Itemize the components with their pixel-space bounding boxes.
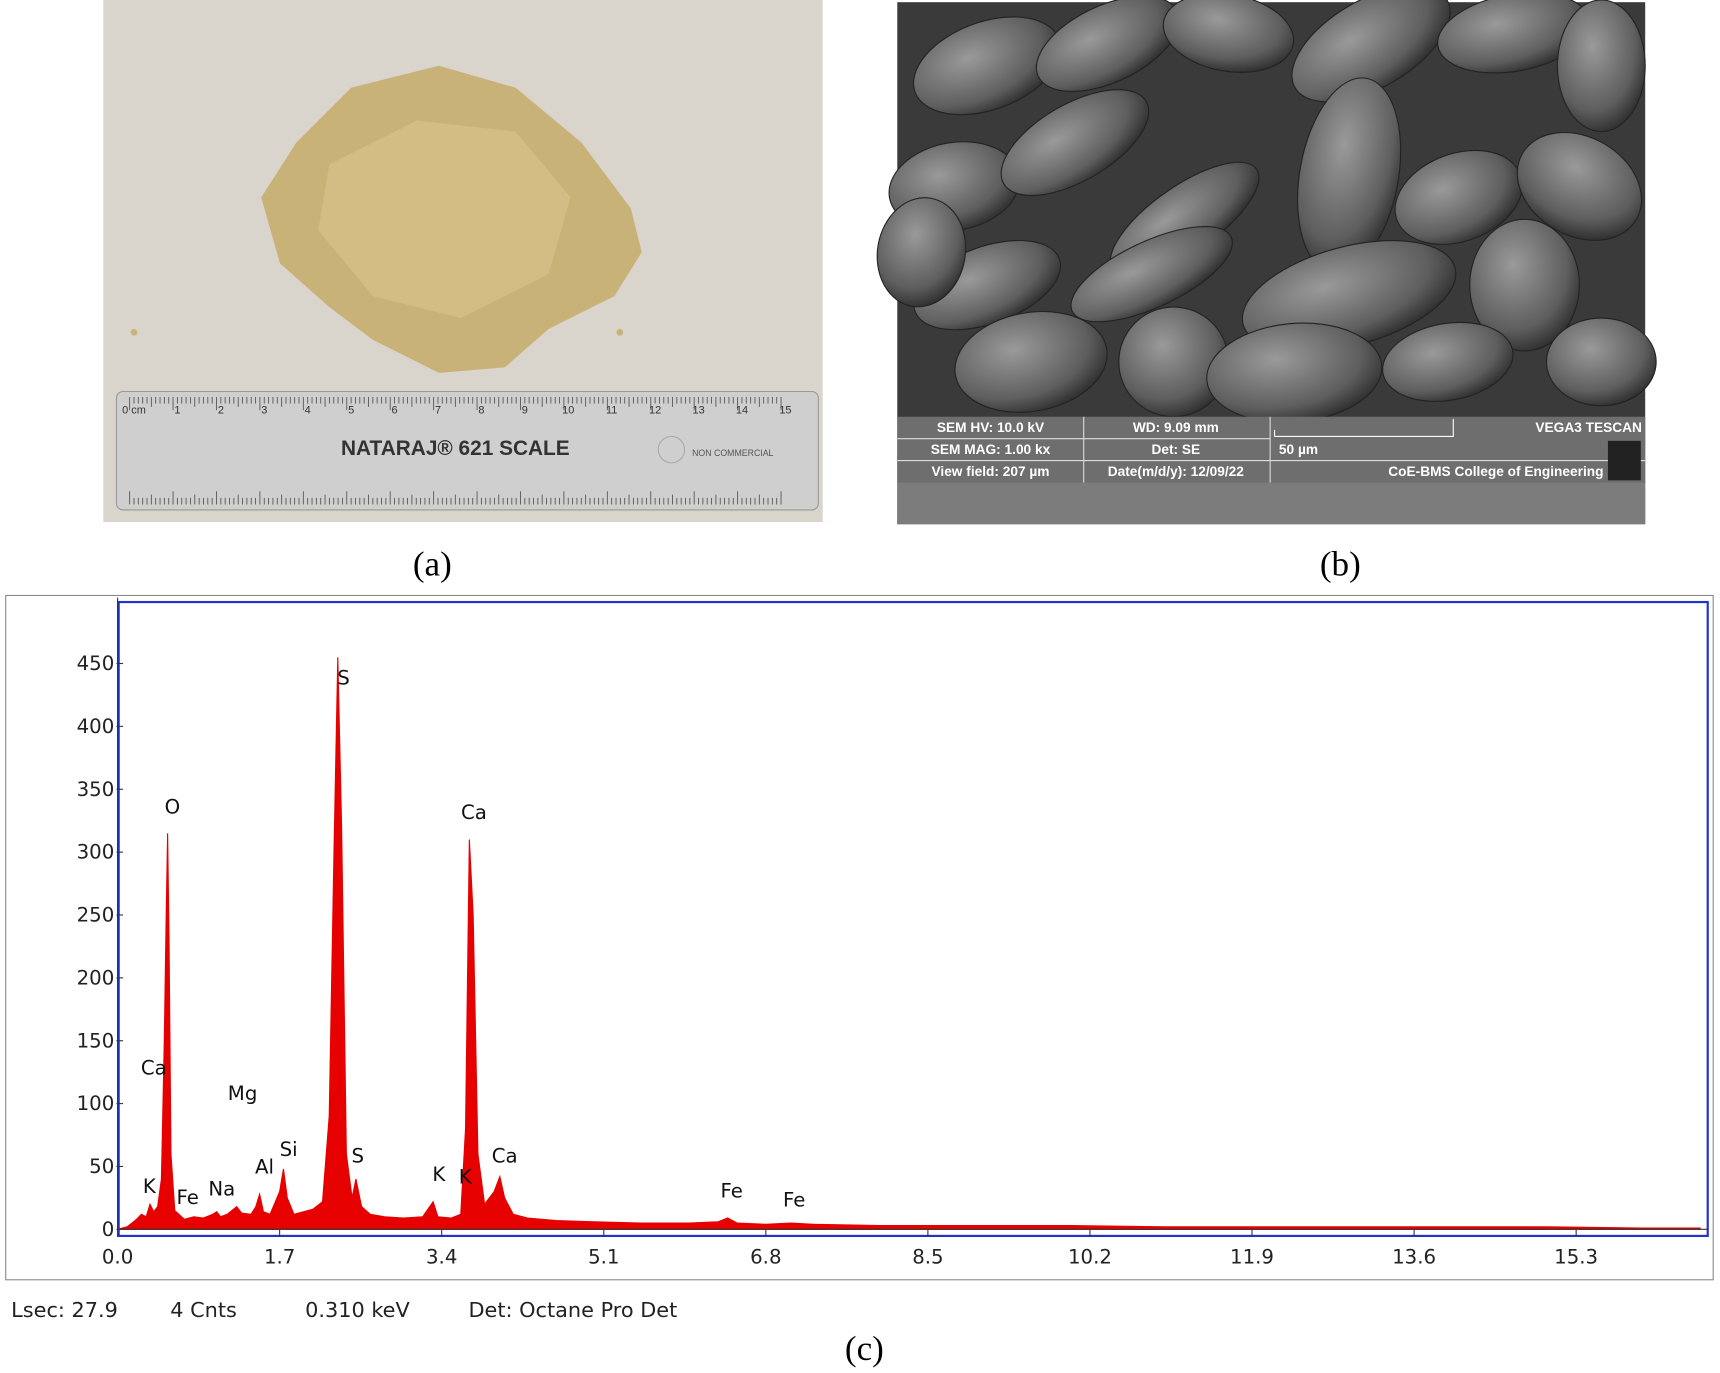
- ruler-label: 9: [522, 404, 528, 416]
- ruler-label: 10: [562, 404, 574, 416]
- x-tick-label: 10.2: [1068, 1245, 1112, 1268]
- ruler-label: 12: [649, 404, 661, 416]
- y-tick-label: 0: [102, 1218, 115, 1241]
- ruler: [115, 390, 819, 511]
- ruler-label: 4: [305, 404, 311, 416]
- ruler-label: 14: [736, 404, 748, 416]
- sem-info: 50 µm: [1279, 442, 1318, 457]
- y-tick-label: 300: [77, 841, 115, 864]
- peak-label: Mg: [228, 1082, 258, 1105]
- peak-label: Fe: [177, 1186, 199, 1209]
- peak-label: Ca: [492, 1144, 518, 1167]
- x-tick-label: 3.4: [426, 1245, 457, 1268]
- y-tick-label: 450: [77, 652, 115, 675]
- photo-panel: NATARAJ® 621 SCALE NON COMMERCIAL 0 cm 1 2…: [103, 0, 823, 584]
- x-tick-label: 5.1: [588, 1245, 619, 1268]
- ruler-label: 0 cm: [122, 404, 146, 416]
- speck: [616, 328, 624, 336]
- sem-logo: [1607, 440, 1641, 481]
- grain: [1556, 0, 1646, 133]
- grain: [1382, 321, 1514, 402]
- peak-label: Fe: [720, 1180, 742, 1203]
- grain: [1469, 218, 1580, 352]
- sem-panel: SEM HV: 10.0 kV WD: 9.09 mm VEGA3 TESCAN…: [876, 0, 1657, 584]
- plot-area: [117, 600, 1709, 1238]
- grain: [1162, 0, 1295, 73]
- ruler-marks: 0 cm 1 2 3 4 5 6 7 8 9 10 11 12 13 14 15: [122, 396, 792, 505]
- caption: (a): [413, 545, 452, 584]
- ruler-label: 11: [606, 404, 617, 416]
- peak-label: Ca: [141, 1057, 167, 1080]
- x-tick-label: 0.0: [102, 1245, 133, 1268]
- caption: (b): [1320, 545, 1361, 584]
- ruler-note: NON COMMERCIAL: [692, 448, 773, 458]
- grain: [876, 197, 967, 308]
- x-tick-label: 15.3: [1554, 1245, 1598, 1268]
- peak-label: S: [337, 666, 350, 689]
- peak-label: Al: [255, 1155, 274, 1178]
- sem-info: View field: 207 µm: [932, 464, 1050, 479]
- y-tick-label: 400: [77, 715, 115, 738]
- y-tick-label: 100: [77, 1092, 115, 1115]
- info-bar: [897, 416, 1646, 483]
- sem-info: SEM HV: 10.0 kV: [937, 420, 1045, 435]
- x-tick-label: 13.6: [1392, 1245, 1436, 1268]
- speck: [130, 328, 138, 336]
- sem-info: SEM MAG: 1.00 kx: [931, 442, 1051, 457]
- grain: [1291, 0, 1451, 103]
- sem-info: CoE-BMS College of Engineering: [1388, 464, 1603, 479]
- y-tick-label: 250: [77, 904, 115, 927]
- spectrum: [117, 657, 1701, 1230]
- peak-label: Na: [208, 1177, 235, 1200]
- status: 0.310 keV: [305, 1298, 410, 1322]
- scale-bar: [1273, 418, 1454, 438]
- grains: [876, 0, 1657, 424]
- ruler-brand: NATARAJ® 621 SCALE: [341, 437, 570, 460]
- sem-info: Date(m/d/y): 12/09/22: [1108, 464, 1245, 479]
- ruler-label: 5: [348, 404, 354, 416]
- ruler-label: 6: [392, 404, 398, 416]
- x-tick-label: 6.8: [750, 1245, 781, 1268]
- grain: [1516, 131, 1643, 241]
- sem-info: VEGA3 TESCAN: [1535, 420, 1641, 435]
- y-tick-label: 150: [77, 1029, 115, 1052]
- info-grid: [897, 416, 1646, 483]
- ruler-label: 2: [218, 404, 224, 416]
- y-tick-label: 200: [77, 966, 115, 989]
- grain: [1545, 317, 1657, 407]
- peak-label: K: [432, 1163, 446, 1186]
- grain: [1070, 226, 1233, 323]
- ruler-label: 7: [435, 404, 441, 416]
- powder-highlight: [318, 120, 571, 319]
- spectrum-panel: Lsec: 27.9 4 Cnts 0.310 keV Det: Octane …: [5, 594, 1714, 1368]
- ruler-label: 3: [261, 404, 267, 416]
- peak-label: Ca: [461, 801, 487, 824]
- grain: [954, 310, 1108, 413]
- sem-info: WD: 9.09 mm: [1133, 420, 1219, 435]
- y-tick-label: 50: [89, 1155, 114, 1178]
- peak-label: Si: [280, 1138, 298, 1161]
- ruler-label: 13: [692, 404, 704, 416]
- x-tick-label: 8.5: [912, 1245, 943, 1268]
- caption: (c): [845, 1329, 884, 1368]
- grain: [1000, 89, 1150, 196]
- ruler-label: 8: [478, 404, 484, 416]
- peak-label: K: [459, 1165, 473, 1188]
- x-tick-label: 11.9: [1230, 1245, 1274, 1268]
- peak-label: Fe: [783, 1188, 805, 1211]
- ruler-logo: [657, 435, 686, 464]
- peak-label: K: [143, 1175, 157, 1198]
- ruler-label: 1: [174, 404, 180, 416]
- ruler-label: 15: [779, 404, 791, 416]
- info-bar-bottom: [897, 482, 1646, 525]
- peak-label: S: [351, 1144, 364, 1167]
- x-tick-label: 1.7: [264, 1245, 295, 1268]
- status: 4 Cnts: [170, 1298, 237, 1322]
- status: Det: Octane Pro Det: [468, 1298, 677, 1322]
- status: Lsec: 27.9: [11, 1298, 118, 1322]
- y-tick-label: 350: [77, 778, 115, 801]
- peak-label: O: [165, 796, 181, 819]
- sem-info: Det: SE: [1151, 442, 1200, 457]
